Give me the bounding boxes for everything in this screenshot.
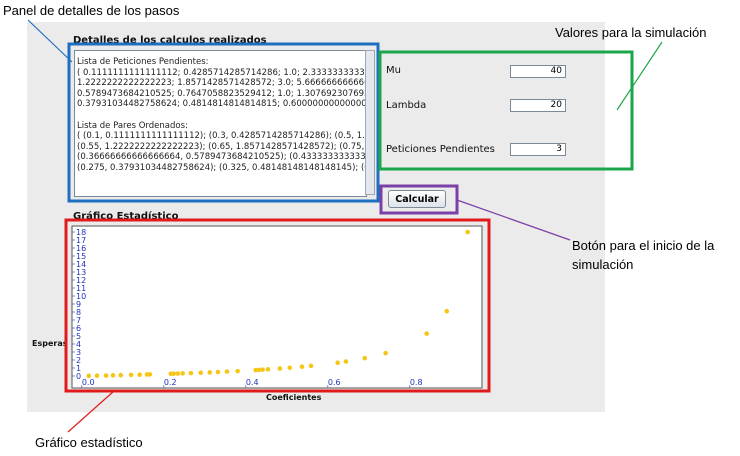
y-tick-label: 4	[76, 340, 81, 349]
annotation: Valores para la simulación	[555, 25, 707, 40]
y-tick-label: 1	[76, 364, 81, 373]
point	[137, 372, 142, 378]
point	[224, 369, 230, 374]
point	[287, 365, 293, 371]
point	[260, 367, 265, 372]
details-text: Lista de Peticiones Pendientes: ( 0.1111…	[74, 50, 367, 197]
point	[308, 363, 314, 369]
text-input[interactable]: 20	[510, 99, 566, 112]
plot-area	[71, 225, 483, 389]
highlight-box	[379, 184, 459, 215]
point	[256, 367, 262, 373]
y-tick-label: 12	[76, 276, 86, 285]
point	[147, 372, 153, 377]
y-tick-label: 14	[76, 260, 86, 269]
text-input[interactable]: 3	[510, 143, 566, 156]
x-tick-label: 0.6	[328, 378, 341, 387]
y-tick-label: 7	[76, 316, 81, 325]
y-tick-label: 5	[76, 332, 81, 341]
y-axis-label: Esperas	[32, 339, 68, 348]
point	[94, 373, 100, 378]
point	[362, 355, 368, 361]
connector	[67, 390, 115, 433]
text-line: Lista de Pares Ordenados:	[77, 120, 188, 131]
y-tick-label: 10	[76, 292, 86, 301]
annotation: Gráfico estadístico	[35, 435, 143, 450]
text-line: 1.2222222222222223; 1.8571428571428572; …	[77, 78, 367, 89]
annotation: Panel de detalles de los pasos	[3, 3, 180, 18]
y-tick-label: 11	[76, 284, 86, 293]
input-label: Peticiones Pendientes	[386, 144, 495, 155]
point	[175, 371, 181, 376]
point	[444, 308, 450, 314]
y-tick-label: 2	[76, 356, 81, 365]
point	[118, 372, 124, 378]
x-tick-label: 0.8	[410, 378, 423, 387]
y-tick-label: 15	[76, 252, 86, 261]
text-line: 0.37931034482758624; 0.4814814814814815;…	[77, 99, 367, 110]
point	[198, 370, 204, 376]
y-tick-label: 13	[76, 268, 86, 277]
point	[188, 370, 194, 376]
x-tick-label: 0.0	[82, 378, 95, 387]
point	[424, 331, 429, 336]
text-line: ( 0.1111111111111112; 0.4285714285714286…	[77, 67, 367, 78]
point	[110, 373, 116, 378]
y-tick-label: 6	[76, 324, 81, 333]
y-tick-label: 16	[76, 244, 86, 253]
scrollbar[interactable]	[365, 50, 375, 195]
y-tick-label: 18	[76, 228, 86, 237]
x-axis-label: Coeficientes	[266, 393, 322, 402]
details-title: Detalles de los calculos realizados	[73, 35, 267, 46]
y-tick-label: 8	[76, 308, 81, 317]
calculate-button[interactable]: Calcular	[388, 190, 446, 208]
annotation: Botón para el inicio de la simulación	[572, 238, 715, 272]
connector	[616, 41, 663, 111]
point	[180, 371, 185, 376]
text-input[interactable]: 40	[510, 65, 566, 78]
point	[235, 368, 240, 374]
point	[253, 367, 258, 373]
highlight-box	[378, 50, 634, 171]
input-label: Lambda	[386, 100, 427, 111]
y-tick-label: 0	[76, 372, 81, 381]
highlight-box	[64, 218, 491, 393]
point	[343, 359, 349, 364]
input-label: Mu	[386, 65, 401, 76]
highlight-box	[67, 42, 380, 203]
point	[207, 370, 213, 375]
y-tick-label: 3	[76, 348, 81, 357]
x-tick-label: 0.4	[246, 378, 259, 387]
point	[335, 360, 340, 366]
connector	[456, 199, 571, 241]
text-line: 0.5789473684210525; 0.7647058823529412; …	[77, 88, 367, 99]
point	[103, 373, 109, 378]
y-tick-label: 9	[76, 300, 81, 309]
point	[383, 350, 388, 356]
text-line: ( (0.1, 0.1111111111111112); (0.3, 0.428…	[77, 131, 367, 142]
point	[299, 364, 305, 370]
point	[215, 369, 221, 375]
text-line: (0.36666666666666664, 0.5789473684210525…	[77, 152, 367, 163]
x-tick-label: 0.2	[164, 378, 177, 387]
point	[86, 373, 92, 379]
text-line: Lista de Peticiones Pendientes:	[77, 57, 209, 67]
text-line: (0.275, 0.37931034482758624); (0.325, 0.…	[77, 162, 367, 173]
connector	[27, 19, 73, 63]
point	[171, 371, 176, 376]
point	[265, 367, 271, 372]
text-line: (0.55, 1.2222222222222223); (0.65, 1.857…	[77, 141, 367, 152]
point	[277, 366, 283, 371]
point	[128, 372, 134, 378]
point	[465, 229, 470, 235]
y-tick-label: 17	[76, 236, 86, 245]
